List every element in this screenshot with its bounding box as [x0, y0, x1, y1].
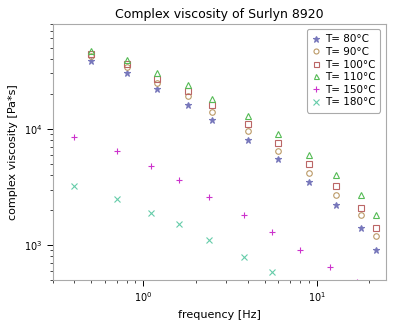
X-axis label: frequency [Hz]: frequency [Hz]	[178, 310, 261, 320]
T= 100°C	[276, 141, 281, 145]
T= 100°C	[124, 62, 129, 66]
T= 80°C	[374, 248, 378, 252]
T= 80°C	[334, 203, 339, 207]
T= 80°C	[89, 59, 94, 63]
T= 100°C	[155, 77, 160, 81]
T= 110°C	[276, 132, 281, 136]
T= 150°C	[269, 230, 274, 234]
T= 90°C	[245, 130, 250, 133]
T= 80°C	[210, 118, 215, 122]
T= 90°C	[185, 94, 190, 98]
T= 100°C	[89, 52, 94, 56]
T= 180°C	[207, 238, 212, 242]
Line: T= 80°C: T= 80°C	[88, 58, 379, 254]
T= 90°C	[124, 65, 129, 69]
T= 180°C	[269, 271, 274, 275]
T= 180°C	[148, 211, 153, 215]
T= 180°C	[297, 287, 302, 291]
T= 150°C	[354, 280, 359, 284]
T= 110°C	[307, 153, 311, 156]
T= 180°C	[242, 256, 246, 259]
T= 90°C	[374, 234, 378, 238]
T= 80°C	[185, 103, 190, 107]
T= 150°C	[328, 265, 333, 269]
T= 100°C	[245, 122, 250, 126]
T= 80°C	[245, 138, 250, 142]
T= 110°C	[185, 83, 190, 87]
T= 110°C	[334, 173, 339, 177]
T= 180°C	[114, 197, 119, 201]
T= 110°C	[374, 213, 378, 217]
T= 150°C	[114, 149, 119, 153]
Title: Complex viscosity of Surlyn 8920: Complex viscosity of Surlyn 8920	[115, 8, 323, 21]
T= 150°C	[207, 195, 212, 199]
T= 110°C	[124, 58, 129, 62]
T= 110°C	[245, 113, 250, 117]
T= 150°C	[297, 248, 302, 252]
Line: T= 90°C: T= 90°C	[89, 53, 379, 238]
T= 180°C	[72, 184, 77, 188]
T= 100°C	[210, 103, 215, 107]
T= 150°C	[242, 213, 246, 217]
T= 150°C	[177, 178, 181, 182]
Legend: T= 80°C, T= 90°C, T= 100°C, T= 110°C, T= 150°C, T= 180°C: T= 80°C, T= 90°C, T= 100°C, T= 110°C, T=…	[307, 29, 381, 113]
T= 100°C	[334, 184, 339, 188]
T= 150°C	[148, 164, 153, 168]
T= 90°C	[210, 110, 215, 114]
T= 90°C	[359, 213, 363, 217]
T= 100°C	[374, 226, 378, 230]
Line: T= 150°C: T= 150°C	[71, 133, 360, 285]
Line: T= 110°C: T= 110°C	[89, 48, 379, 218]
T= 90°C	[276, 149, 281, 153]
T= 90°C	[307, 171, 311, 174]
Line: T= 180°C: T= 180°C	[71, 183, 360, 320]
T= 90°C	[334, 193, 339, 197]
Y-axis label: complex viscosity [Pa*s]: complex viscosity [Pa*s]	[8, 84, 19, 220]
T= 90°C	[89, 54, 94, 58]
T= 100°C	[359, 206, 363, 210]
T= 110°C	[359, 193, 363, 197]
T= 110°C	[155, 72, 160, 75]
T= 90°C	[155, 81, 160, 85]
T= 100°C	[307, 162, 311, 166]
T= 180°C	[354, 315, 359, 319]
T= 180°C	[328, 302, 333, 306]
T= 180°C	[177, 222, 181, 226]
T= 150°C	[72, 135, 77, 139]
T= 80°C	[359, 226, 363, 230]
T= 100°C	[185, 90, 190, 93]
T= 80°C	[276, 157, 281, 161]
T= 80°C	[155, 87, 160, 91]
T= 110°C	[210, 97, 215, 101]
Line: T= 100°C: T= 100°C	[89, 51, 379, 231]
T= 110°C	[89, 49, 94, 53]
T= 80°C	[124, 72, 129, 75]
T= 80°C	[307, 180, 311, 184]
